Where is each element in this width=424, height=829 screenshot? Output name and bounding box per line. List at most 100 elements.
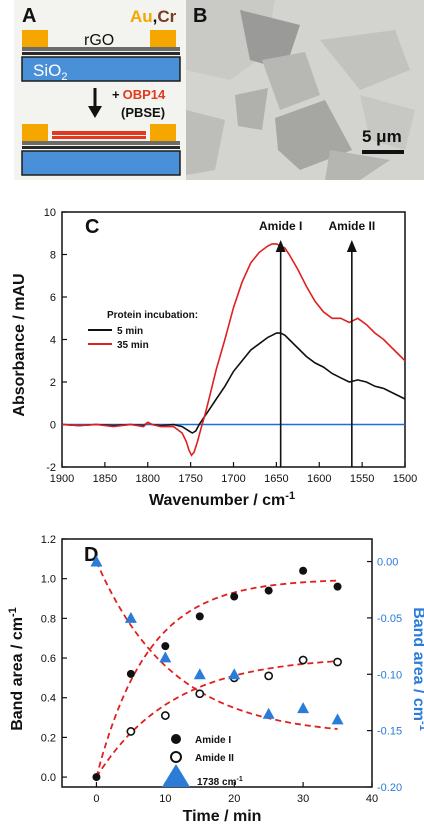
point-amide-ii bbox=[298, 655, 308, 665]
y-tick-label: 6 bbox=[50, 292, 56, 304]
sio2-substrate-top bbox=[21, 56, 181, 82]
x-tick-label: 1700 bbox=[221, 473, 245, 485]
y-tick-label: 1.0 bbox=[41, 574, 56, 586]
point-amide-i bbox=[264, 586, 273, 595]
y2-tick-label: -0.15 bbox=[377, 726, 402, 738]
y2-tick-label: -0.05 bbox=[377, 613, 402, 625]
au-electrode-left-bottom bbox=[22, 124, 48, 141]
panel-c-label: C bbox=[85, 216, 99, 238]
point-amide-i bbox=[333, 582, 342, 591]
panel-d-fit-curves bbox=[95, 561, 338, 778]
fit-curve-1738 bbox=[95, 561, 338, 730]
point-1738 bbox=[193, 668, 206, 680]
x-tick-label: 1550 bbox=[350, 473, 374, 485]
point-amide-i bbox=[92, 773, 101, 782]
process-arrow-head bbox=[88, 106, 102, 118]
metal-label: Au,Cr bbox=[130, 7, 177, 26]
panel-b-label: B bbox=[193, 5, 207, 27]
annotation-label-amide-ii: Amide II bbox=[328, 219, 375, 233]
fit-curve-amide-ii bbox=[95, 660, 338, 778]
point-amide-ii bbox=[333, 657, 342, 667]
y-tick-label: 4 bbox=[50, 335, 56, 347]
panel-c-series bbox=[61, 243, 406, 457]
x-tick-label: 1650 bbox=[264, 473, 288, 485]
panel-c-ylabel: Absorbance / mAU bbox=[11, 273, 28, 416]
legend-marker-amide-ii bbox=[170, 751, 182, 763]
legend-label-amide-ii: Amide II bbox=[195, 753, 234, 764]
point-1738 bbox=[159, 651, 172, 663]
point-1738 bbox=[228, 668, 241, 680]
point-amide-ii bbox=[264, 671, 274, 681]
y-tick-label: 10 bbox=[44, 207, 56, 219]
au-electrode-left-top bbox=[22, 30, 48, 47]
rgo-layer-top bbox=[22, 47, 180, 51]
y-tick-label: 0 bbox=[50, 420, 56, 432]
annotation-arrowhead bbox=[346, 240, 357, 252]
y-tick-label: 8 bbox=[50, 250, 56, 262]
au-electrode-right-top bbox=[150, 30, 176, 47]
scale-bar-text: 5 μm bbox=[362, 127, 402, 146]
cr-layer-bottom bbox=[22, 146, 180, 149]
protein-layer-2 bbox=[52, 136, 146, 139]
point-amide-i bbox=[161, 642, 170, 651]
panel-c-ftir-chart: C 1900 1850 1800 1750 1700 1650 1600 1550 1500 -2… bbox=[11, 207, 417, 509]
legend-label-amide-i: Amide I bbox=[195, 735, 231, 746]
legend-label-35min: 35 min bbox=[117, 340, 149, 351]
x-tick-label: 1500 bbox=[393, 473, 417, 485]
x-tick-label: 20 bbox=[228, 793, 240, 805]
y-tick-label: 0.8 bbox=[41, 613, 56, 625]
point-1738 bbox=[124, 611, 137, 623]
legend-label-1738: 1738 cm-1 bbox=[197, 776, 243, 788]
point-amide-i bbox=[299, 566, 308, 575]
point-1738 bbox=[331, 713, 344, 725]
panel-d-series bbox=[90, 555, 344, 782]
x-tick-label: 1800 bbox=[136, 473, 160, 485]
panel-c-annotations: Amide I Amide II bbox=[259, 219, 375, 467]
point-amide-i bbox=[230, 592, 239, 601]
x-tick-label: 1850 bbox=[93, 473, 117, 485]
y2-tick-label: -0.20 bbox=[377, 782, 402, 794]
y2-tick-label: 0.00 bbox=[377, 557, 398, 569]
panel-c-axes: 1900 1850 1800 1750 1700 1650 1600 1550 1500 -2 0 2… bbox=[44, 207, 417, 485]
series-line-35min bbox=[61, 243, 406, 457]
panel-d-plot-frame bbox=[61, 538, 373, 788]
scale-bar bbox=[362, 150, 404, 154]
panel-c-xlabel: Wavenumber / cm-1 bbox=[149, 490, 295, 509]
point-amide-ii bbox=[126, 727, 136, 736]
point-amide-i bbox=[126, 669, 135, 678]
sio2-label-top: SiO2 bbox=[33, 61, 67, 83]
point-amide-i bbox=[195, 612, 204, 621]
obp14-label: + OBP14 bbox=[112, 87, 166, 102]
y-tick-label: 2 bbox=[50, 377, 56, 389]
panel-a-schematic: A Au,Cr rGO SiO2 + OBP14 (PBSE) B 5 μm bbox=[21, 0, 424, 180]
panel-d-band-area-chart: D 0 10 20 30 400.00.20.40.60.81.01.20.00-0.0… bbox=[7, 534, 424, 825]
annotation-arrowhead bbox=[275, 240, 286, 252]
y-tick-label: 0.2 bbox=[41, 732, 56, 744]
legend-label-5min: 5 min bbox=[117, 326, 143, 337]
y2-tick-label: -0.10 bbox=[377, 669, 402, 681]
y-tick-label: 1.2 bbox=[41, 534, 56, 546]
x-tick-label: 1600 bbox=[307, 473, 331, 485]
rgo-layer-bottom bbox=[22, 141, 180, 145]
panel-d-xlabel: Time / min bbox=[183, 808, 262, 825]
y-tick-label: 0.4 bbox=[41, 693, 56, 705]
x-tick-label: 1900 bbox=[50, 473, 74, 485]
pbse-label: (PBSE) bbox=[121, 105, 165, 120]
panel-d-axes: 0 10 20 30 40 0.0 0.2 0.4 0.6 0.8 1.0 1.2 0.00 -0.05 -… bbox=[41, 534, 402, 805]
point-1738 bbox=[297, 702, 310, 714]
point-1738 bbox=[262, 707, 275, 719]
x-tick-label: 40 bbox=[366, 793, 378, 805]
point-amide-ii bbox=[195, 689, 205, 699]
y-tick-label: -2 bbox=[46, 462, 56, 474]
x-tick-label: 30 bbox=[297, 793, 309, 805]
series-line-5min bbox=[61, 332, 406, 434]
y-tick-label: 0.6 bbox=[41, 653, 56, 665]
panel-a-label: A bbox=[22, 5, 36, 27]
au-electrode-right-bottom bbox=[150, 124, 176, 141]
sio2-substrate-bottom bbox=[21, 150, 181, 176]
cr-layer-top bbox=[22, 52, 180, 55]
panel-d-y2label: Band area / cm-1 bbox=[410, 607, 424, 731]
annotation-label-amide-i: Amide I bbox=[259, 219, 302, 233]
protein-layer-1 bbox=[52, 131, 146, 135]
rgo-label: rGO bbox=[84, 32, 114, 49]
